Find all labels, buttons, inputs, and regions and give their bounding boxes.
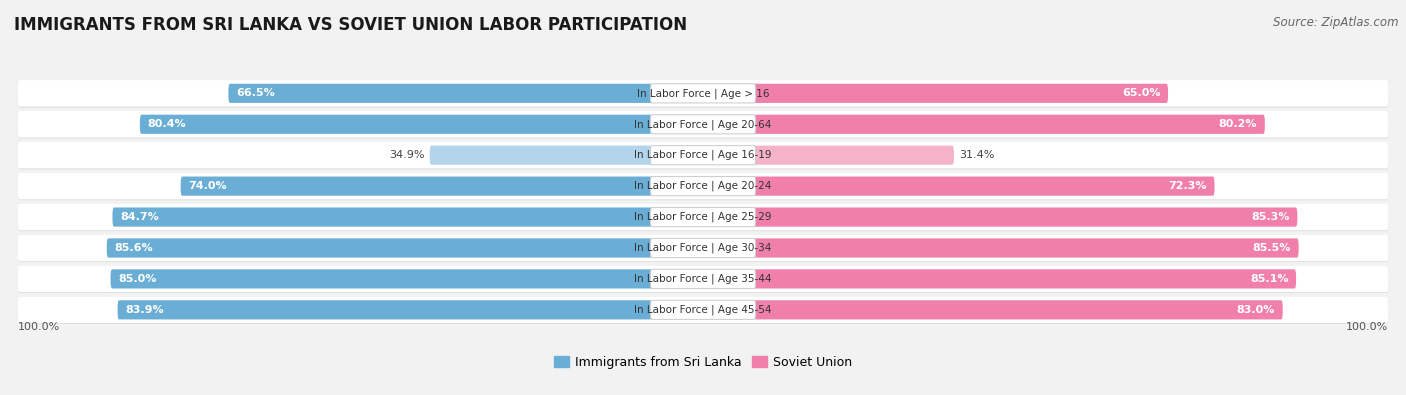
Text: 85.1%: 85.1%	[1250, 274, 1288, 284]
Text: In Labor Force | Age 16-19: In Labor Force | Age 16-19	[634, 150, 772, 160]
FancyBboxPatch shape	[17, 297, 1389, 323]
FancyBboxPatch shape	[17, 297, 1389, 324]
FancyBboxPatch shape	[118, 300, 652, 320]
Text: 84.7%: 84.7%	[120, 212, 159, 222]
FancyBboxPatch shape	[754, 177, 1215, 196]
Text: 80.4%: 80.4%	[148, 119, 186, 129]
Text: In Labor Force | Age 35-44: In Labor Force | Age 35-44	[634, 274, 772, 284]
FancyBboxPatch shape	[754, 84, 1168, 103]
FancyBboxPatch shape	[228, 84, 652, 103]
FancyBboxPatch shape	[651, 177, 755, 196]
FancyBboxPatch shape	[754, 115, 1265, 134]
Text: In Labor Force | Age 20-64: In Labor Force | Age 20-64	[634, 119, 772, 130]
Text: 100.0%: 100.0%	[17, 322, 60, 332]
FancyBboxPatch shape	[17, 265, 1389, 292]
FancyBboxPatch shape	[17, 111, 1389, 138]
FancyBboxPatch shape	[17, 204, 1389, 231]
FancyBboxPatch shape	[111, 269, 652, 288]
FancyBboxPatch shape	[17, 173, 1389, 199]
FancyBboxPatch shape	[17, 235, 1389, 261]
Text: 74.0%: 74.0%	[188, 181, 226, 191]
Text: 80.2%: 80.2%	[1219, 119, 1257, 129]
FancyBboxPatch shape	[651, 239, 755, 258]
FancyBboxPatch shape	[107, 239, 652, 258]
Text: 66.5%: 66.5%	[236, 88, 274, 98]
FancyBboxPatch shape	[17, 142, 1389, 169]
FancyBboxPatch shape	[17, 80, 1389, 107]
FancyBboxPatch shape	[651, 269, 755, 288]
FancyBboxPatch shape	[754, 300, 1282, 320]
Text: IMMIGRANTS FROM SRI LANKA VS SOVIET UNION LABOR PARTICIPATION: IMMIGRANTS FROM SRI LANKA VS SOVIET UNIO…	[14, 16, 688, 34]
FancyBboxPatch shape	[651, 84, 755, 103]
FancyBboxPatch shape	[651, 146, 755, 165]
Text: In Labor Force | Age 30-34: In Labor Force | Age 30-34	[634, 243, 772, 253]
Text: 85.0%: 85.0%	[118, 274, 156, 284]
Text: 100.0%: 100.0%	[1346, 322, 1389, 332]
FancyBboxPatch shape	[139, 115, 652, 134]
Text: 85.3%: 85.3%	[1251, 212, 1289, 222]
FancyBboxPatch shape	[651, 115, 755, 134]
Text: 31.4%: 31.4%	[959, 150, 994, 160]
Text: 83.0%: 83.0%	[1237, 305, 1275, 315]
FancyBboxPatch shape	[651, 207, 755, 227]
Text: Source: ZipAtlas.com: Source: ZipAtlas.com	[1274, 16, 1399, 29]
Text: 85.6%: 85.6%	[114, 243, 153, 253]
Text: In Labor Force | Age 45-54: In Labor Force | Age 45-54	[634, 305, 772, 315]
Text: In Labor Force | Age 25-29: In Labor Force | Age 25-29	[634, 212, 772, 222]
Legend: Immigrants from Sri Lanka, Soviet Union: Immigrants from Sri Lanka, Soviet Union	[548, 351, 858, 374]
FancyBboxPatch shape	[17, 204, 1389, 230]
Text: 83.9%: 83.9%	[125, 305, 165, 315]
FancyBboxPatch shape	[17, 80, 1389, 107]
Text: In Labor Force | Age > 16: In Labor Force | Age > 16	[637, 88, 769, 99]
Text: 85.5%: 85.5%	[1253, 243, 1291, 253]
Text: In Labor Force | Age 20-24: In Labor Force | Age 20-24	[634, 181, 772, 191]
FancyBboxPatch shape	[17, 173, 1389, 200]
Text: 34.9%: 34.9%	[389, 150, 425, 160]
FancyBboxPatch shape	[754, 239, 1299, 258]
FancyBboxPatch shape	[430, 146, 652, 165]
FancyBboxPatch shape	[112, 207, 652, 227]
Text: 65.0%: 65.0%	[1122, 88, 1160, 98]
FancyBboxPatch shape	[17, 235, 1389, 262]
Text: 72.3%: 72.3%	[1168, 181, 1206, 191]
FancyBboxPatch shape	[17, 142, 1389, 169]
FancyBboxPatch shape	[17, 266, 1389, 293]
FancyBboxPatch shape	[180, 177, 652, 196]
FancyBboxPatch shape	[651, 300, 755, 320]
FancyBboxPatch shape	[754, 146, 955, 165]
FancyBboxPatch shape	[754, 269, 1296, 288]
FancyBboxPatch shape	[17, 111, 1389, 137]
FancyBboxPatch shape	[754, 207, 1298, 227]
